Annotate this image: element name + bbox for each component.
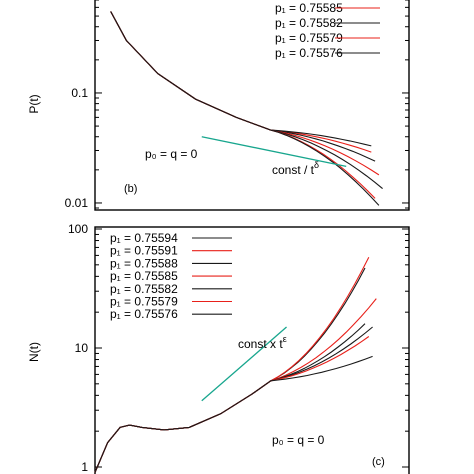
series-line — [94, 326, 373, 473]
series-line — [110, 11, 380, 206]
y-tick-label: 1 — [81, 460, 88, 474]
panel-label: (c) — [372, 456, 385, 468]
slope-annotation: const x tε — [238, 334, 287, 351]
y-tick-label: 100 — [68, 222, 88, 236]
params-annotation: p₀ = q = 0 — [145, 147, 198, 161]
legend-entry-label: p₁ = 0.75594 — [110, 231, 178, 245]
slope-exponent: δ — [314, 160, 319, 170]
y-axis-label: P(t) — [27, 94, 41, 113]
series-line — [94, 355, 373, 473]
y-axis-ticks: 1 10 100 — [68, 222, 409, 474]
series-line — [94, 323, 366, 473]
y-axis-ticks: 0.01 0.1 — [65, 0, 409, 210]
slope-text: const x t — [238, 337, 283, 351]
plot-frame — [94, 0, 410, 211]
slope-guide-line — [201, 136, 347, 168]
legend-entry-label: p₁ = 0.75585 — [275, 1, 343, 15]
legend-entry-label: p₁ = 0.75579 — [110, 295, 178, 309]
slope-exponent: ε — [283, 334, 287, 344]
legend-entry-label: p₁ = 0.75585 — [110, 269, 178, 283]
series-lines — [94, 256, 377, 473]
series-line — [94, 298, 377, 473]
slope-guide-line — [201, 326, 287, 402]
panel-label: (b) — [124, 183, 137, 195]
legend-entry-label: p₁ = 0.75579 — [275, 31, 343, 45]
legend-entry-label: p₁ = 0.75591 — [110, 244, 178, 258]
legend-entry-label: p₁ = 0.75588 — [110, 256, 178, 270]
plot-frame — [94, 226, 410, 474]
slope-text: const / t — [272, 163, 315, 177]
legend-entry-label: p₁ = 0.75576 — [275, 46, 343, 60]
params-annotation: p₀ = q = 0 — [272, 433, 325, 447]
series-line — [94, 336, 370, 473]
y-tick-label: 0.01 — [65, 196, 89, 210]
series-lines — [110, 11, 383, 206]
slope-annotation: const / tδ — [272, 160, 319, 177]
y-axis-label: N(t) — [27, 342, 41, 362]
legend-entry-label: p₁ = 0.75582 — [275, 16, 343, 30]
y-tick-label: 0.1 — [71, 86, 88, 100]
legend-entry-label: p₁ = 0.75582 — [110, 282, 178, 296]
y-tick-label: 10 — [75, 341, 89, 355]
legend-entry-label: p₁ = 0.75576 — [110, 307, 178, 321]
